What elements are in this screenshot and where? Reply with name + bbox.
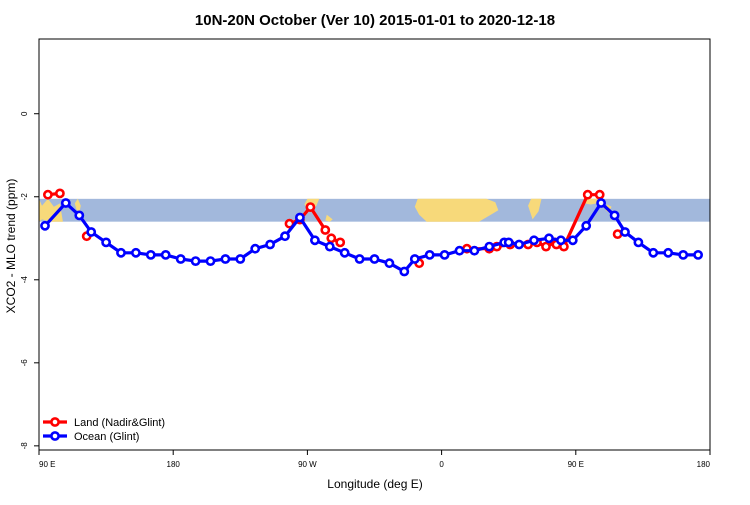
legend-swatch-marker — [50, 431, 60, 441]
data-point — [145, 249, 156, 260]
data-point — [324, 241, 335, 252]
y-tick-label: -4 — [20, 276, 29, 284]
data-point — [339, 247, 350, 258]
data-point — [116, 247, 126, 258]
data-point — [384, 258, 395, 269]
data-point — [529, 235, 539, 246]
data-point — [582, 189, 593, 200]
land-mass-6 — [583, 198, 600, 205]
data-point — [305, 202, 316, 212]
land-mass-5 — [528, 198, 542, 220]
data-point — [354, 254, 365, 264]
data-point — [369, 254, 380, 264]
data-point — [633, 237, 644, 248]
land-mass-4 — [414, 198, 499, 222]
data-point — [567, 235, 578, 246]
data-point — [130, 247, 141, 258]
data-point — [175, 254, 186, 264]
data-point — [235, 254, 246, 264]
land-mass-0 — [39, 198, 63, 222]
data-point — [250, 243, 261, 254]
legend-swatch-marker — [50, 417, 60, 427]
data-point — [409, 254, 420, 264]
data-point — [60, 198, 71, 208]
y-axis-label: XCO2 - MLO trend (ppm) — [4, 179, 18, 314]
data-point — [309, 235, 320, 246]
y-tick-label: -6 — [20, 359, 29, 367]
x-axis-label: Longitude (deg E) — [327, 477, 422, 491]
ocean-band — [39, 198, 710, 222]
y-tick-label: 0 — [20, 111, 29, 116]
series-layer — [40, 188, 703, 277]
data-point — [265, 239, 275, 250]
series-1 — [40, 198, 703, 277]
map-band — [39, 198, 710, 222]
data-point — [160, 249, 171, 260]
data-point — [609, 210, 620, 221]
data-point — [693, 249, 703, 260]
data-point — [544, 233, 554, 244]
data-point — [320, 225, 331, 235]
x-tick-label: 90 E — [39, 460, 55, 469]
data-point — [86, 227, 97, 237]
data-point — [503, 237, 514, 248]
data-point — [556, 235, 566, 246]
data-point — [326, 233, 337, 244]
data-point — [596, 198, 606, 208]
data-point — [581, 220, 592, 231]
data-point — [648, 247, 659, 258]
data-point — [55, 188, 65, 199]
data-point — [399, 266, 410, 277]
legend: Land (Nadir&Glint) Ocean (Glint) — [43, 417, 165, 443]
data-point — [678, 249, 689, 260]
data-point — [454, 245, 465, 256]
x-tick-label: 180 — [167, 460, 181, 469]
data-point — [294, 212, 305, 223]
data-point — [514, 239, 524, 250]
data-point — [40, 220, 50, 231]
land-mass-1 — [74, 198, 81, 213]
data-point — [541, 241, 551, 252]
y-tick-label: -8 — [20, 442, 29, 450]
data-point — [280, 231, 290, 242]
data-point — [439, 249, 450, 260]
data-point — [43, 189, 53, 200]
axes: 90 E 180 90 W 0 90 E 180 0 -2 -4 -6 -8 — [20, 38, 711, 469]
x-tick-label: 90 W — [298, 460, 317, 469]
x-tick-label: 90 E — [568, 460, 584, 469]
data-point — [469, 245, 480, 256]
data-point — [663, 247, 674, 258]
data-point — [484, 241, 495, 252]
plot-frame — [38, 38, 711, 451]
data-point — [620, 227, 630, 237]
legend-label: Land (Nadir&Glint) — [74, 417, 165, 429]
x-tick-label: 0 — [439, 460, 444, 469]
data-point — [220, 254, 231, 264]
land-mass-3 — [325, 214, 333, 222]
data-point — [424, 249, 435, 260]
x-tick-label: 180 — [697, 460, 711, 469]
data-point — [205, 256, 216, 266]
y-tick-label: -2 — [20, 193, 29, 201]
data-point — [594, 189, 605, 200]
data-point — [101, 237, 111, 248]
data-point — [190, 256, 201, 266]
legend-label: Ocean (Glint) — [74, 431, 139, 443]
data-point — [74, 210, 85, 221]
chart-title: 10N-20N October (Ver 10) 2015-01-01 to 2… — [195, 12, 555, 29]
data-point — [335, 237, 346, 248]
